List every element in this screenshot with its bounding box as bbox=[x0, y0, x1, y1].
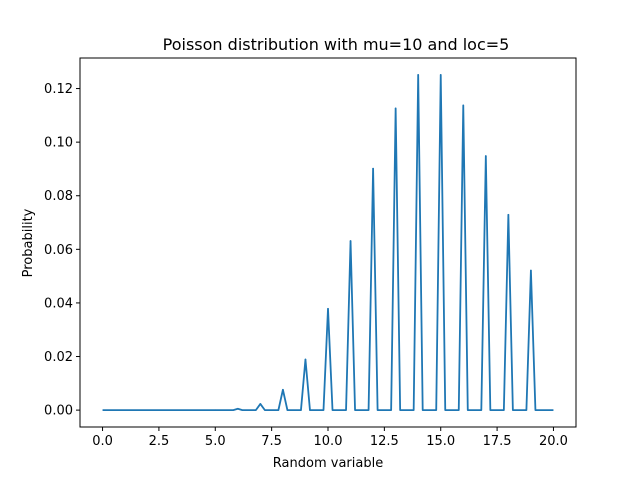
x-tick-label: 12.5 bbox=[370, 434, 399, 449]
data-point bbox=[485, 155, 487, 157]
x-tick-label: 0.0 bbox=[92, 434, 113, 449]
x-tick-label: 5.0 bbox=[205, 434, 226, 449]
x-tick-label: 15.0 bbox=[426, 434, 455, 449]
y-tick-label: 0.00 bbox=[44, 404, 73, 419]
x-tick-label: 10.0 bbox=[314, 434, 343, 449]
y-axis: 0.00 0.02 0.04 0.06 0.08 0.10 0.12 bbox=[44, 82, 80, 419]
data-point bbox=[304, 358, 307, 361]
y-tick-label: 0.02 bbox=[44, 350, 73, 365]
data-point bbox=[237, 407, 239, 410]
series-layer bbox=[102, 73, 554, 412]
data-point bbox=[214, 409, 217, 411]
data-point bbox=[462, 104, 465, 107]
data-point bbox=[259, 403, 262, 405]
data-point bbox=[327, 308, 329, 310]
data-point bbox=[507, 213, 510, 216]
data-point bbox=[349, 240, 352, 242]
data-point bbox=[372, 167, 374, 170]
x-tick-label: 17.5 bbox=[483, 434, 512, 449]
chart-title: Poisson distribution with mu=10 and loc=… bbox=[163, 35, 510, 54]
data-point bbox=[530, 269, 532, 272]
y-tick-label: 0.06 bbox=[44, 243, 73, 258]
y-tick-label: 0.08 bbox=[44, 189, 73, 204]
data-point bbox=[282, 388, 284, 391]
data-point bbox=[394, 107, 397, 110]
x-tick-label: 20.0 bbox=[539, 434, 568, 449]
data-point bbox=[439, 74, 442, 76]
plot-frame bbox=[79, 57, 577, 428]
x-tick-label: 7.5 bbox=[261, 434, 282, 449]
data-point bbox=[417, 74, 419, 76]
x-axis: 0.0 2.5 5.0 7.5 10.0 12.5 15.0 17.5 20.0 bbox=[92, 427, 568, 449]
y-tick-label: 0.04 bbox=[44, 296, 73, 311]
x-axis-title: Random variable bbox=[273, 456, 383, 471]
x-tick-label: 2.5 bbox=[149, 434, 170, 449]
y-tick-label: 0.10 bbox=[44, 136, 73, 151]
plot-area bbox=[80, 58, 576, 427]
y-tick-label: 0.12 bbox=[44, 82, 73, 97]
y-axis-title: Probability bbox=[21, 208, 36, 277]
